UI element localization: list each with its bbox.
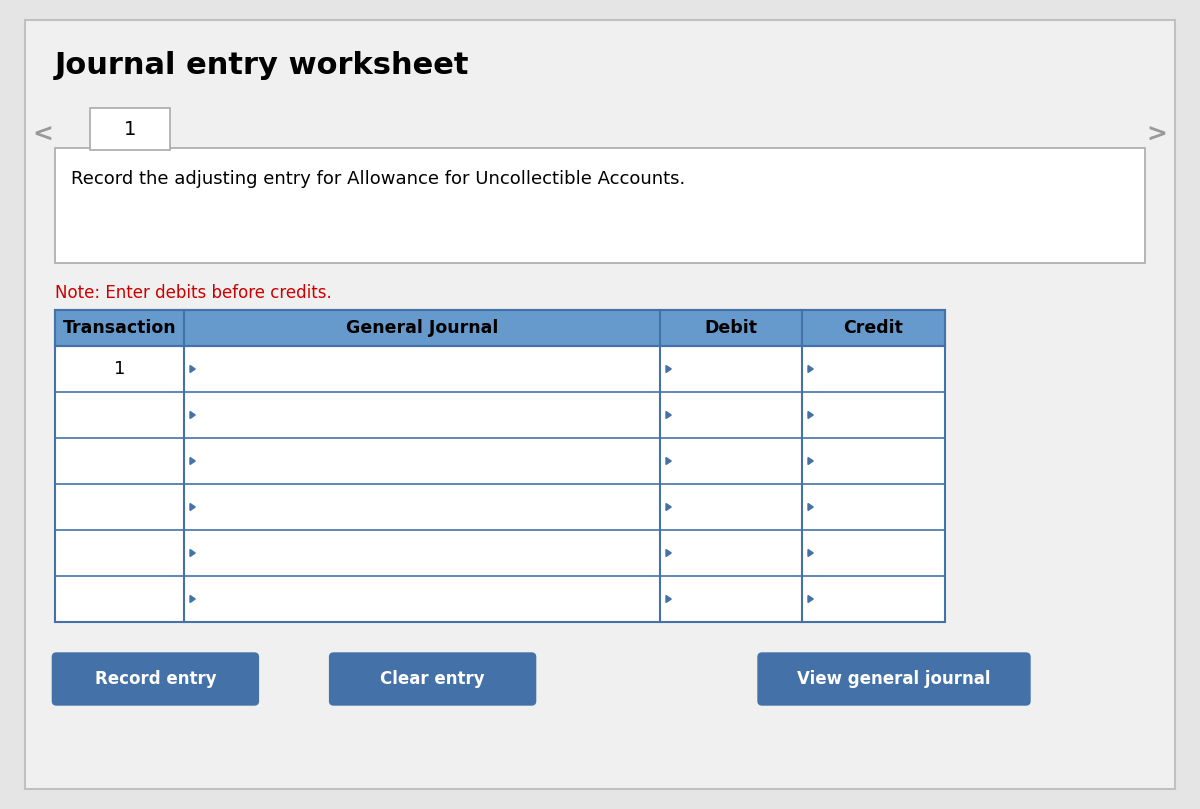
Text: Clear entry: Clear entry <box>380 670 485 688</box>
Text: Credit: Credit <box>844 319 904 337</box>
FancyBboxPatch shape <box>758 653 1030 705</box>
Polygon shape <box>190 458 196 464</box>
Text: Debit: Debit <box>704 319 757 337</box>
Polygon shape <box>666 503 671 510</box>
Polygon shape <box>190 366 196 372</box>
Text: >: > <box>1146 123 1168 147</box>
Bar <box>55 346 946 622</box>
Polygon shape <box>666 458 671 464</box>
Text: View general journal: View general journal <box>797 670 991 688</box>
Bar <box>55 310 946 622</box>
Polygon shape <box>666 595 671 603</box>
FancyBboxPatch shape <box>330 653 535 705</box>
Polygon shape <box>808 595 814 603</box>
Text: <: < <box>32 123 54 147</box>
Polygon shape <box>666 412 671 418</box>
Polygon shape <box>808 549 814 557</box>
Text: Record entry: Record entry <box>95 670 216 688</box>
Text: Note: Enter debits before credits.: Note: Enter debits before credits. <box>55 284 331 302</box>
Text: Transaction: Transaction <box>62 319 176 337</box>
Bar <box>55 148 1145 263</box>
Bar <box>90 108 170 150</box>
Polygon shape <box>190 503 196 510</box>
Polygon shape <box>808 458 814 464</box>
Polygon shape <box>808 366 814 372</box>
FancyBboxPatch shape <box>53 653 258 705</box>
Bar <box>55 310 946 346</box>
Text: Journal entry worksheet: Journal entry worksheet <box>55 50 469 79</box>
Text: 1: 1 <box>124 120 136 138</box>
Polygon shape <box>190 549 196 557</box>
Text: General Journal: General Journal <box>346 319 498 337</box>
Text: 1: 1 <box>114 360 125 378</box>
Polygon shape <box>666 366 671 372</box>
Text: Record the adjusting entry for Allowance for Uncollectible Accounts.: Record the adjusting entry for Allowance… <box>71 170 685 188</box>
Polygon shape <box>190 595 196 603</box>
Polygon shape <box>666 549 671 557</box>
Polygon shape <box>808 412 814 418</box>
Polygon shape <box>190 412 196 418</box>
Polygon shape <box>808 503 814 510</box>
